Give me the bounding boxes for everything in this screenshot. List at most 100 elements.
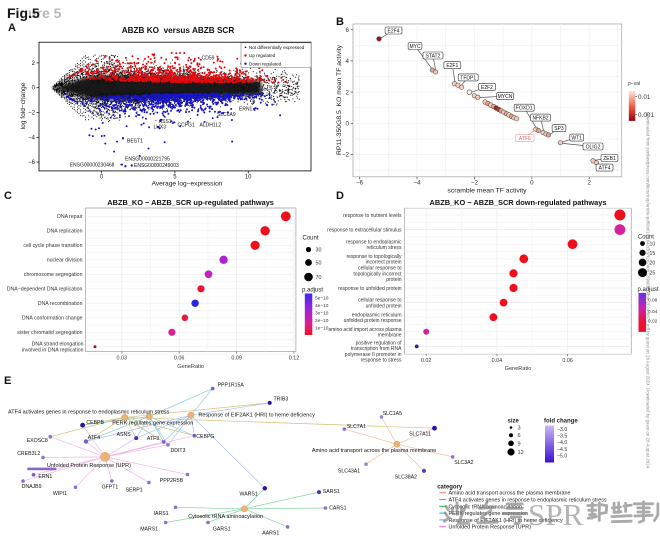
svg-text:CEBPB: CEBPB: [86, 420, 104, 426]
svg-text:log fold−change: log fold−change: [20, 82, 27, 129]
svg-text:−4: −4: [413, 180, 421, 187]
svg-text:response to stress: response to stress: [361, 358, 403, 364]
svg-text:DDIT3: DDIT3: [171, 448, 186, 454]
svg-text:Average log−expression: Average log−expression: [152, 181, 223, 188]
svg-text:p.adjust: p.adjust: [302, 288, 323, 294]
svg-text:10: 10: [650, 242, 656, 248]
svg-text:0.02: 0.02: [648, 319, 658, 325]
svg-text:0.06: 0.06: [174, 356, 185, 362]
svg-text:PERK regulates gene expression: PERK regulates gene expression: [112, 421, 193, 427]
svg-text:ASS1: ASS1: [159, 119, 172, 125]
svg-text:Fig.5: Fig.5: [7, 5, 40, 21]
svg-text:−4: −4: [28, 135, 36, 141]
svg-text:CEBPG: CEBPG: [196, 434, 214, 440]
svg-text:0.03: 0.03: [117, 356, 128, 362]
svg-text:E2F4: E2F4: [388, 29, 400, 35]
svg-text:DNA conformation change: DNA conformation change: [22, 316, 84, 322]
svg-text:E2F2: E2F2: [481, 85, 493, 91]
svg-text:50: 50: [316, 261, 322, 267]
svg-text:SLC38A2: SLC38A2: [395, 474, 417, 480]
svg-text:30: 30: [316, 248, 322, 254]
svg-text:CCPG1: CCPG1: [178, 123, 195, 129]
svg-text:C: C: [4, 190, 12, 202]
svg-text:scramble mean TF activity: scramble mean TF activity: [447, 188, 527, 195]
svg-text:transcription from RNA: transcription from RNA: [351, 346, 403, 352]
svg-text:GeneRatio: GeneRatio: [505, 366, 532, 372]
svg-text:−5.0: −5.0: [557, 453, 567, 459]
svg-text:2: 2: [346, 89, 350, 96]
svg-text:response to topologically: response to topologically: [346, 254, 402, 260]
svg-text:6: 6: [346, 27, 350, 34]
svg-text:0: 0: [346, 121, 350, 128]
svg-text:ERN1: ERN1: [38, 474, 52, 480]
svg-text:MYC: MYC: [409, 44, 421, 50]
svg-text:ENSG00000249003: ENSG00000249003: [134, 163, 179, 169]
svg-text:DNA−dependent DNA replication: DNA−dependent DNA replication: [7, 287, 84, 293]
svg-text:0.06: 0.06: [562, 358, 573, 364]
svg-text:0.01: 0.01: [638, 94, 651, 101]
svg-text:size: size: [508, 419, 520, 425]
svg-text:Unfolded Protein Response (UPR: Unfolded Protein Response (UPR): [449, 525, 532, 531]
svg-text:ERN1: ERN1: [239, 107, 253, 113]
svg-text:DNA replication: DNA replication: [47, 229, 84, 235]
svg-text:OLIG2: OLIG2: [586, 145, 601, 151]
svg-text:ENSG00000221795: ENSG00000221795: [125, 157, 170, 163]
svg-text:ATF4: ATF4: [88, 435, 100, 441]
svg-text:0.09: 0.09: [231, 356, 242, 362]
svg-text:2: 2: [587, 180, 591, 187]
svg-text:topologically incorrect: topologically incorrect: [353, 271, 402, 277]
svg-text:−3.5: −3.5: [557, 434, 567, 440]
svg-text:polymerase II promoter in: polymerase II promoter in: [345, 352, 403, 358]
svg-text:0: 0: [530, 180, 534, 187]
svg-text:5: 5: [173, 175, 177, 181]
svg-text:SERP1: SERP1: [126, 488, 143, 494]
svg-text:−6: −6: [356, 180, 364, 187]
svg-text:9: 9: [518, 441, 521, 447]
svg-text:0: 0: [100, 175, 104, 181]
svg-text:ALDH1L2: ALDH1L2: [200, 123, 222, 129]
svg-text:E: E: [4, 375, 11, 387]
svg-text:WIPI1: WIPI1: [53, 491, 67, 497]
svg-text:15: 15: [650, 251, 656, 257]
svg-text:SARS1: SARS1: [323, 489, 340, 495]
svg-text:fold change: fold change: [544, 419, 578, 425]
svg-text:response to endoplasmic: response to endoplasmic: [346, 239, 403, 245]
svg-text:membrane: membrane: [378, 333, 403, 339]
svg-text:RP11-350G8.5 KO mean TF activ: RP11-350G8.5 KO mean TF activity: [336, 44, 343, 155]
svg-text:chromosome segregation: chromosome segregation: [24, 272, 84, 278]
svg-text:Amino acid transport across th: Amino acid transport across the plasma m…: [312, 448, 436, 454]
svg-text:category: category: [437, 485, 463, 491]
svg-text:D: D: [336, 190, 344, 202]
svg-text:DNA repair: DNA repair: [57, 214, 83, 220]
svg-text:protein: protein: [386, 277, 402, 283]
svg-text:Count: Count: [638, 235, 654, 241]
svg-text:FOXD1: FOXD1: [516, 106, 533, 112]
svg-text:CREB3L2: CREB3L2: [17, 451, 40, 457]
svg-text:WARS1: WARS1: [240, 491, 258, 497]
svg-text:Not differentially expressed: Not differentially expressed: [249, 45, 305, 50]
svg-text:positive regulation of: positive regulation of: [356, 340, 403, 346]
svg-text:LHX3: LHX3: [154, 125, 167, 131]
svg-text:ZEB1: ZEB1: [603, 156, 616, 162]
svg-text:ABZB_KO − ABZB_SCR up-regulate: ABZB_KO − ABZB_SCR up-regulated pathways: [107, 198, 274, 207]
svg-text:SLC1A5: SLC1A5: [383, 411, 402, 417]
svg-text:PPP1R15A: PPP1R15A: [218, 383, 245, 389]
svg-text:MARS1: MARS1: [140, 526, 158, 532]
svg-text:MYCN: MYCN: [498, 94, 513, 100]
svg-text:WT1: WT1: [571, 136, 582, 142]
svg-text:10: 10: [245, 175, 252, 181]
svg-text:0.04: 0.04: [648, 309, 658, 315]
svg-text:PERK regulates gene expression: PERK regulates gene expression: [449, 511, 528, 517]
svg-text:−2: −2: [471, 180, 479, 187]
svg-text:−2: −2: [342, 152, 350, 159]
svg-text:incorrect protein: incorrect protein: [366, 260, 403, 266]
svg-text:GeneRatio: GeneRatio: [177, 364, 204, 370]
svg-text:SLC43A1: SLC43A1: [338, 468, 360, 474]
svg-text:0.12: 0.12: [289, 356, 300, 362]
svg-text:reticulum stress: reticulum stress: [366, 245, 402, 251]
svg-text:GFPT1: GFPT1: [102, 485, 119, 491]
svg-text:−3.0: −3.0: [557, 427, 567, 433]
svg-text:70: 70: [316, 275, 322, 281]
svg-text:ABZB KO versus ABZB SCR: ABZB KO versus ABZB SCR: [122, 26, 235, 35]
svg-text:ATF6: ATF6: [519, 136, 531, 142]
